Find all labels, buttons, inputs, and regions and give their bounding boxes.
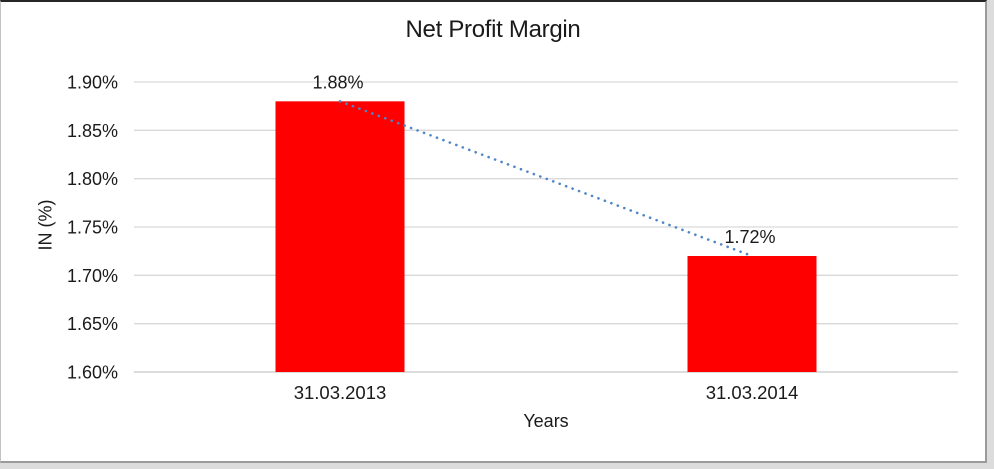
data-label: 1.88%	[312, 72, 363, 92]
x-category-label: 31.03.2013	[294, 382, 387, 403]
x-category-label: 31.03.2014	[706, 382, 799, 403]
y-tick-label: 1.80%	[67, 169, 118, 189]
chart-title: Net Profit Margin	[405, 16, 581, 43]
y-tick-label: 1.85%	[67, 121, 118, 141]
bar-31.03.2014	[687, 256, 817, 372]
y-tick-label: 1.90%	[67, 73, 118, 93]
trendline	[338, 100, 754, 258]
data-label: 1.72%	[724, 227, 775, 247]
y-tick-label: 1.65%	[67, 314, 118, 334]
y-tick-label: 1.60%	[67, 363, 118, 383]
plot-area: 1.60% 1.65% 1.70% 1.75% 1.80% 1.85% 1.90% 1.88%…	[67, 72, 958, 403]
bar-31.03.2013	[275, 101, 405, 372]
y-tick-label: 1.75%	[67, 218, 118, 238]
y-tick-label: 1.70%	[67, 266, 118, 286]
x-axis-title: Years	[523, 411, 569, 431]
